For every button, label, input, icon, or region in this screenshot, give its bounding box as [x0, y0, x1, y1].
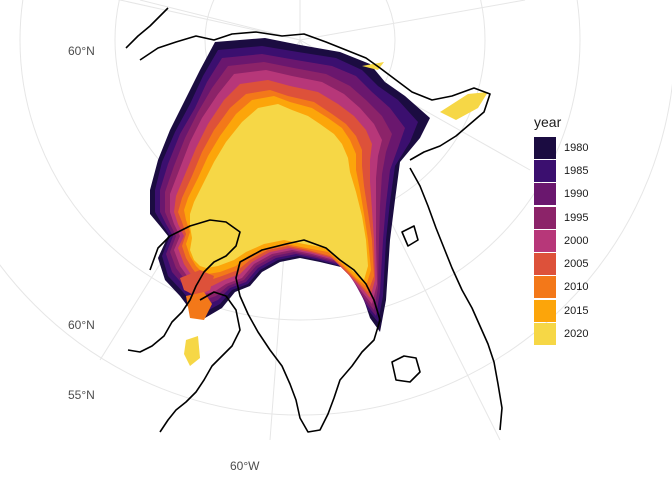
ice-patch-labrador [184, 336, 200, 366]
legend-label-2000: 2000 [564, 234, 589, 247]
baffin-coast [159, 291, 241, 433]
legend-label-1985: 1985 [564, 164, 589, 177]
siberia-coast [139, 31, 491, 161]
lat-label-60n-top: 60°N [68, 44, 95, 58]
legend-label-2015: 2015 [564, 304, 589, 317]
legend-items: 1980 1985 1990 1995 2000 2005 2010 2015 2020 [534, 136, 588, 346]
lon-label-60w: 60°W [230, 459, 260, 473]
svalbard-coast [401, 225, 419, 247]
legend-item-1990: 1990 [534, 183, 588, 206]
legend-swatch-2020 [534, 323, 556, 346]
east-coast [409, 167, 503, 431]
lat-label-55n: 55°N [68, 388, 95, 402]
legend-item-2000: 2000 [534, 229, 588, 252]
sea-ice-layers [150, 38, 488, 366]
legend-swatch-1985 [534, 159, 556, 182]
legend-item-1980: 1980 [534, 136, 588, 159]
legend-label-2010: 2010 [564, 281, 589, 294]
legend-item-1985: 1985 [534, 159, 588, 182]
legend-label-2020: 2020 [564, 328, 589, 341]
legend-item-2010: 2010 [534, 276, 588, 299]
greenland-coast [235, 239, 381, 433]
scandinavia-coast [125, 7, 169, 49]
legend-label-2005: 2005 [564, 258, 589, 271]
lat-label-60n-mid: 60°N [68, 318, 95, 332]
legend-item-1995: 1995 [534, 206, 588, 229]
iceland-coast [391, 355, 421, 383]
legend-label-1995: 1995 [564, 211, 589, 224]
legend-label-1980: 1980 [564, 141, 589, 154]
legend-label-1990: 1990 [564, 188, 589, 201]
legend-item-2005: 2005 [534, 252, 589, 276]
ice-2020 [190, 104, 368, 280]
legend-title: year [534, 114, 562, 130]
ice-patch-baffin [186, 292, 212, 320]
legend-item-2020: 2020 [534, 322, 589, 346]
legend-swatch-2015 [534, 299, 556, 322]
canada-archipelago-coast [127, 219, 241, 353]
legend-swatch-2010 [534, 276, 556, 299]
legend-swatch-1990 [534, 183, 556, 206]
legend-item-2015: 2015 [534, 299, 588, 322]
legend-swatch-2005 [534, 253, 556, 276]
legend-swatch-2000 [534, 229, 556, 252]
ice-patch-okhotsk [440, 92, 488, 120]
legend-swatch-1995 [534, 206, 556, 229]
ice-patch-bering [362, 62, 384, 70]
coastlines [125, 7, 503, 433]
legend: year 1980 1985 1990 1995 2000 2005 2010 2015 202… [534, 114, 588, 346]
legend-swatch-1980 [534, 136, 556, 159]
